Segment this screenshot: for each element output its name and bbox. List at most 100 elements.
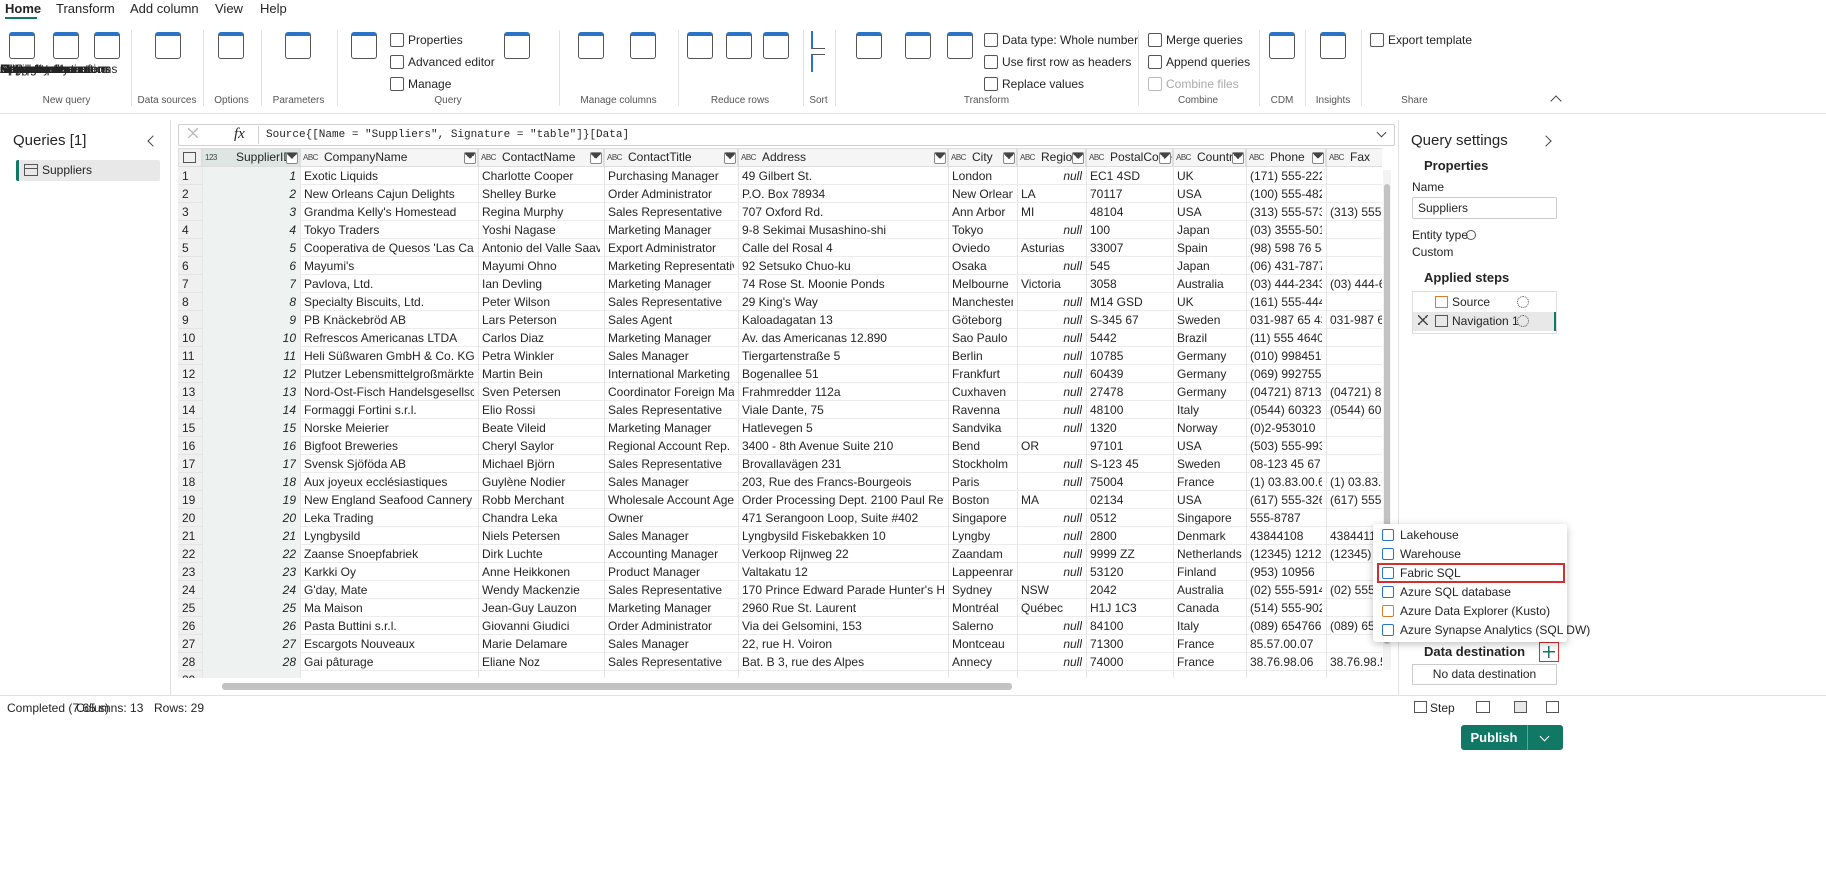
- name-value[interactable]: Suppliers: [1418, 201, 1469, 215]
- column-name[interactable]: CompanyName: [324, 150, 408, 164]
- column-name[interactable]: Region: [1041, 150, 1080, 164]
- column-name[interactable]: ContactName: [502, 150, 576, 164]
- ribbon-tab[interactable]: View: [215, 1, 243, 16]
- cell: Chandra Leka: [482, 511, 558, 525]
- row-number: 1: [182, 169, 189, 183]
- ribbon-button[interactable]: Split column: [0, 62, 66, 76]
- publish-label[interactable]: Publish: [1470, 730, 1518, 745]
- cell: USA: [1177, 439, 1202, 453]
- cell: M14 GSD: [1090, 295, 1143, 309]
- column-filter: [1159, 152, 1171, 164]
- cell: Martin Bein: [482, 367, 543, 381]
- column-name[interactable]: Address: [762, 150, 807, 164]
- ribbon-button[interactable]: Merge queries: [1166, 33, 1243, 47]
- applied-step[interactable]: Source: [1452, 295, 1491, 309]
- ribbon-tab[interactable]: Help: [260, 1, 287, 16]
- destination-option[interactable]: Lakehouse: [1400, 528, 1459, 542]
- cell: PB Knäckebröd AB: [304, 313, 407, 327]
- query-name[interactable]: Suppliers: [42, 163, 93, 177]
- ribbon-button[interactable]: Add data destination: [0, 62, 110, 76]
- field-label: Entity type: [1412, 228, 1469, 242]
- cell: (161) 555-4448: [1250, 295, 1322, 309]
- ribbon-button[interactable]: Remove columns: [0, 62, 93, 76]
- ribbon-button[interactable]: Filter rows: [0, 62, 56, 76]
- column-name[interactable]: ContactTitle: [628, 150, 692, 164]
- cell: Marketing Representative: [608, 259, 734, 273]
- ribbon-button[interactable]: Replace values: [1002, 77, 1085, 91]
- add-destination[interactable]: [1539, 642, 1559, 662]
- destination-option[interactable]: Warehouse: [1400, 547, 1461, 561]
- ribbon-button[interactable]: Manage connections: [0, 62, 111, 76]
- ribbon-icon: [1269, 32, 1295, 59]
- cell: Singapore: [952, 511, 1007, 525]
- column-name[interactable]: Phone: [1270, 150, 1305, 164]
- ribbon-button[interactable]: Remove rows: [0, 62, 74, 76]
- status-separator: [0, 695, 1826, 696]
- ribbon-tab[interactable]: Transform: [56, 1, 115, 16]
- cell: International Marketing Mgr.: [608, 367, 734, 381]
- ribbon-button[interactable]: Enter data: [0, 62, 56, 76]
- ribbon-button[interactable]: Append queries: [1166, 55, 1251, 69]
- ribbon-icon: [94, 32, 120, 59]
- destination-option[interactable]: Azure Data Explorer (Kusto): [1400, 604, 1551, 618]
- cell: (617) 555-3267: [1250, 493, 1322, 507]
- column-name[interactable]: Fax: [1350, 150, 1371, 164]
- applied-step[interactable]: Navigation 1: [1452, 314, 1519, 328]
- ribbon-tab[interactable]: Add column: [130, 1, 199, 16]
- column-divider: [1326, 167, 1327, 678]
- ribbon-small-icon: [390, 33, 404, 47]
- row-number-cell: [178, 617, 202, 635]
- ribbon-button[interactable]: Data type: Whole number: [1002, 33, 1139, 47]
- column-name[interactable]: City: [972, 150, 993, 164]
- ribbon-button[interactable]: Use first row as headers: [1002, 55, 1132, 69]
- ribbon-button[interactable]: Manage parameters: [0, 62, 108, 76]
- column-header: [738, 148, 948, 167]
- cell: Göteborg: [952, 313, 1003, 327]
- ribbon-icon: [687, 32, 713, 59]
- cell: Eliane Noz: [482, 655, 541, 669]
- ribbon-button[interactable]: Combine files: [1166, 77, 1239, 91]
- ribbon-button[interactable]: Keep rows: [0, 62, 57, 76]
- ribbon-button[interactable]: Get data: [0, 62, 47, 76]
- ribbon-group-label: Sort: [809, 95, 828, 106]
- destination-option[interactable]: Azure Synapse Analytics (SQL DW): [1400, 623, 1591, 637]
- cell: (1) 03.83.00.68: [1250, 475, 1322, 489]
- cell: Pavlova, Ltd.: [304, 277, 374, 291]
- ribbon-button[interactable]: Map to entity: [0, 62, 69, 76]
- destination-option[interactable]: Fabric SQL: [1400, 566, 1461, 580]
- publish-divider: [1527, 725, 1528, 750]
- ribbon-button[interactable]: Advanced editor: [408, 55, 495, 69]
- cell: (069) 992755: [1250, 367, 1322, 381]
- group-separator: [131, 30, 132, 106]
- ribbon-button[interactable]: Options: [0, 62, 42, 76]
- cell: Tiergartenstraße 5: [742, 349, 841, 363]
- cell: NSW: [1021, 583, 1049, 597]
- status-step[interactable]: Step: [1430, 701, 1455, 715]
- cell: Lyngbysild Fiskebakken 10: [742, 529, 886, 543]
- ribbon-button[interactable]: Group by: [0, 62, 50, 76]
- ribbon-tab[interactable]: Home: [5, 1, 42, 16]
- row-number-cell: [178, 563, 202, 581]
- cell: Guylène Nodier: [482, 475, 566, 489]
- query-item[interactable]: [16, 160, 160, 181]
- ribbon-button[interactable]: Manage: [408, 77, 452, 91]
- cell: 9999 ZZ: [1090, 547, 1135, 561]
- ribbon-button[interactable]: Choose columns: [0, 62, 90, 76]
- column-name[interactable]: PostalCode: [1110, 150, 1173, 164]
- step-gear: [1517, 296, 1529, 308]
- cell: Sales Representative: [608, 295, 723, 309]
- ribbon-button[interactable]: Refresh: [0, 62, 43, 76]
- ribbon-button[interactable]: Copilot: [0, 62, 38, 76]
- cell: Sydney: [952, 583, 993, 597]
- ribbon-button[interactable]: Export template: [1388, 33, 1473, 47]
- column-name[interactable]: SupplierID: [236, 150, 293, 164]
- ribbon-button[interactable]: Properties: [408, 33, 463, 47]
- column-divider: [1086, 167, 1087, 678]
- column-name[interactable]: Country: [1197, 150, 1240, 164]
- cell: (03) 3555-5011: [1250, 223, 1322, 237]
- destination-option[interactable]: Azure SQL database: [1400, 585, 1511, 599]
- ribbon-button[interactable]: Suggested transforms: [0, 62, 118, 76]
- ribbon-button[interactable]: Recent sources: [0, 62, 84, 76]
- cell: Brovallavägen 231: [742, 457, 842, 471]
- ribbon-group-label: Query: [434, 95, 462, 106]
